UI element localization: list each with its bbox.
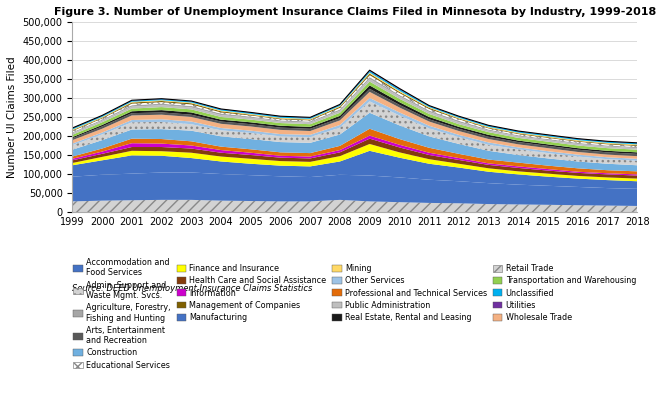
Title: Figure 3. Number of Unemployment Insurance Claims Filed in Minnesota by Industry: Figure 3. Number of Unemployment Insuran…	[53, 7, 656, 17]
Y-axis label: Number UI Claims Filed: Number UI Claims Filed	[7, 56, 17, 178]
Legend: Accommodation and
Food Services, Admin. Support and
Waste Mgmt. Svcs., Agricultu: Accommodation and Food Services, Admin. …	[73, 258, 636, 370]
Text: Source: DEED Unemployment Insurance Claims Statistics: Source: DEED Unemployment Insurance Clai…	[72, 284, 313, 293]
